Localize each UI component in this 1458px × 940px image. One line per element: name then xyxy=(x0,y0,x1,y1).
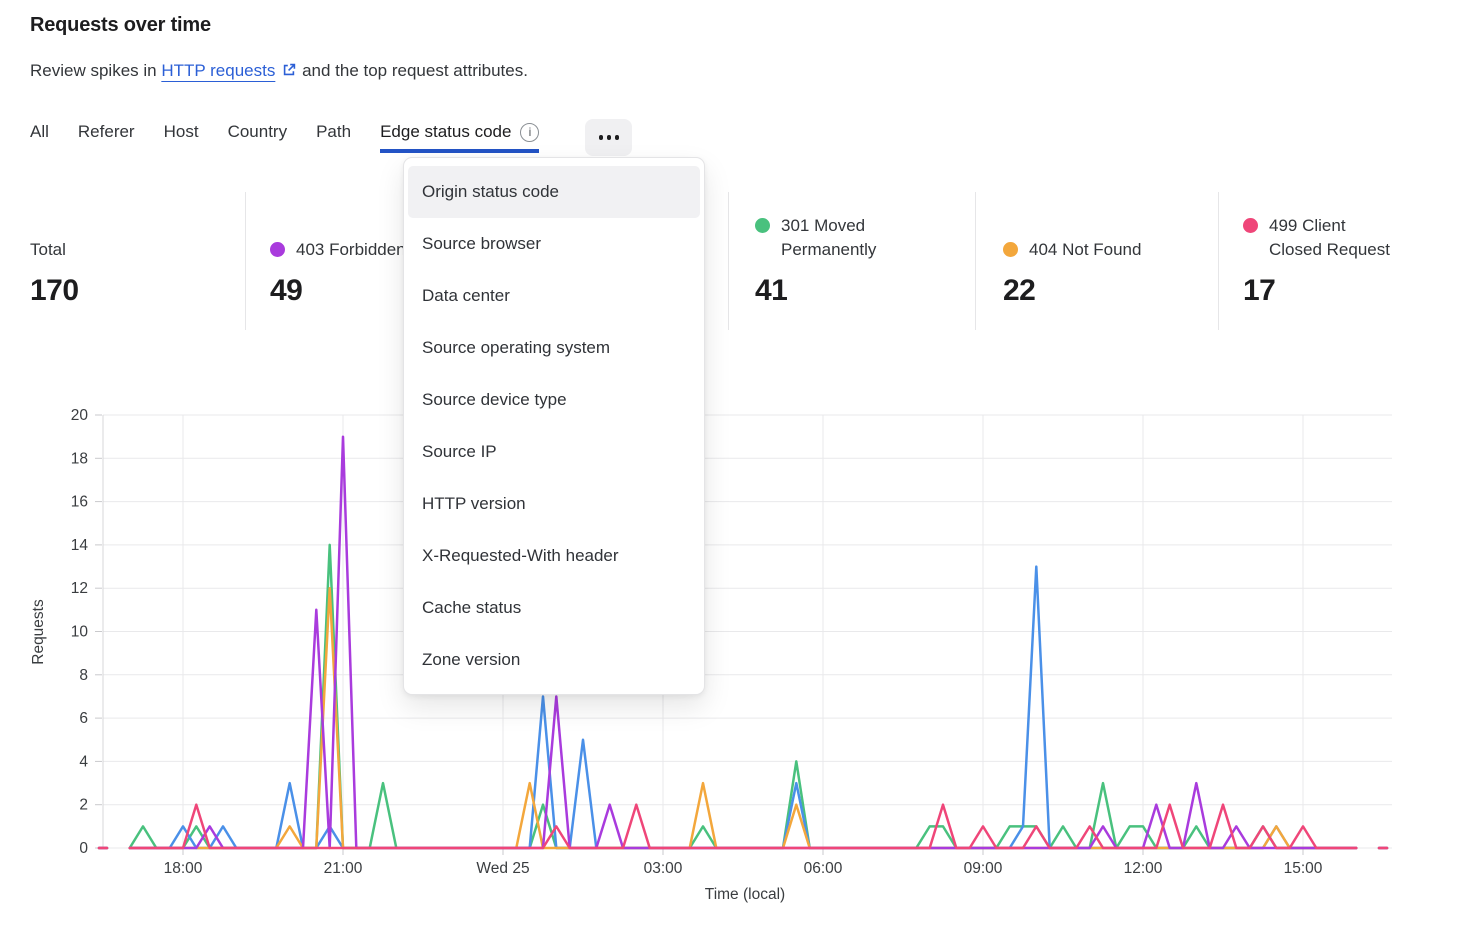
requests-chart: 0 2 4 6 8 10 12 14 16 18 20 18:00 21:00 Wed 25 03:00 06… xyxy=(30,407,1392,903)
y-tick-label: 12 xyxy=(71,580,88,597)
menu-item[interactable]: Origin status code xyxy=(408,166,700,218)
stat-value: 17 xyxy=(1243,274,1276,307)
stat-404-not-found: 404 Not Found 22 xyxy=(1003,190,1213,308)
x-tick-label: Wed 25 xyxy=(476,860,529,877)
stats-divider xyxy=(1218,192,1219,330)
series-color-dot xyxy=(755,218,770,233)
stat-499-client-closed-request: 499 Client Closed Request 17 xyxy=(1243,190,1453,308)
y-tick-label: 18 xyxy=(71,450,88,467)
x-tick-label: 21:00 xyxy=(324,860,363,877)
x-tick-label: 09:00 xyxy=(964,860,1003,877)
x-tick-label: 03:00 xyxy=(644,860,683,877)
stats-divider xyxy=(245,192,246,330)
stat-value: 41 xyxy=(755,274,788,307)
y-tick-label: 10 xyxy=(71,624,89,641)
info-icon-glyph: i xyxy=(528,125,532,139)
tab-path[interactable]: Path xyxy=(316,122,352,141)
stat-403-forbidden: 403 Forbidden 49 xyxy=(270,190,480,308)
more-tabs-button[interactable] xyxy=(585,119,633,156)
stat-total: Total 170 xyxy=(30,190,240,308)
y-tick-label: 6 xyxy=(79,710,88,727)
stat-label: Total xyxy=(30,240,66,259)
y-tick-label: 14 xyxy=(71,537,89,554)
stat-301-moved-permanently: 301 Moved Permanently 41 xyxy=(755,190,965,308)
stat-value: 170 xyxy=(30,274,79,307)
http-requests-link[interactable]: HTTP requests xyxy=(161,61,297,80)
series-color-dot xyxy=(1243,218,1258,233)
series-line-301-moved-permanently xyxy=(128,543,1358,850)
info-icon[interactable]: i xyxy=(520,122,540,142)
x-tick-label: 18:00 xyxy=(164,860,203,877)
series-line-403-forbidden xyxy=(128,435,1358,850)
x-tick-label: 12:00 xyxy=(1124,860,1163,877)
y-tick-label: 20 xyxy=(71,407,89,424)
subtitle: Review spikes in HTTP requests and the t… xyxy=(30,61,528,81)
menu-item[interactable]: Source browser xyxy=(422,234,542,253)
tab-host[interactable]: Host xyxy=(163,122,199,141)
stat-label: 404 Not Found xyxy=(1029,240,1142,259)
stat-value: 49 xyxy=(270,274,303,307)
tab-referer[interactable]: Referer xyxy=(77,122,135,141)
series-color-dot xyxy=(270,242,285,257)
y-tick-label: 0 xyxy=(79,840,88,857)
series-color-dot xyxy=(1003,242,1018,257)
menu-item[interactable]: Data center xyxy=(422,286,510,305)
y-tick-label: 16 xyxy=(71,494,88,511)
menu-item[interactable]: X-Requested-With header xyxy=(422,546,619,565)
subtitle-prefix: Review spikes in xyxy=(30,61,162,80)
stats-divider xyxy=(728,192,729,330)
tab-country[interactable]: Country xyxy=(227,122,288,141)
stats-divider xyxy=(975,192,976,330)
series-line-unlabeled xyxy=(128,565,1358,850)
ellipsis-icon xyxy=(598,135,620,140)
tabs-bar: All Referer Host Country Path Edge statu… xyxy=(30,119,633,156)
active-tab-label: Edge status code xyxy=(380,122,512,141)
menu-item[interactable]: Cache status xyxy=(422,598,522,617)
menu-item[interactable]: Zone version xyxy=(422,650,521,669)
series-line-499-client-closed-request xyxy=(128,803,1358,850)
x-axis-title: Time (local) xyxy=(705,886,785,903)
menu-item[interactable]: Source device type xyxy=(422,390,567,409)
menu-item[interactable]: HTTP version xyxy=(422,494,526,513)
y-tick-label: 2 xyxy=(79,797,88,814)
y-axis-title: Requests xyxy=(30,599,47,665)
y-tick-label: 4 xyxy=(79,753,88,770)
y-tick-label: 8 xyxy=(79,667,88,684)
link-text: HTTP requests xyxy=(161,61,276,80)
stat-value: 22 xyxy=(1003,274,1036,307)
stat-label: 403 Forbidden xyxy=(296,240,406,259)
tab-all[interactable]: All xyxy=(30,122,49,141)
subtitle-suffix: and the top request attributes. xyxy=(297,61,528,80)
menu-item[interactable]: Source IP xyxy=(422,442,497,461)
external-link-icon xyxy=(284,63,296,76)
x-tick-label: 06:00 xyxy=(804,860,843,877)
x-tick-label: 15:00 xyxy=(1284,860,1323,877)
stat-label: 301 Moved Permanently xyxy=(781,216,877,259)
tab-edge-status-code[interactable]: Edge status code i xyxy=(380,122,540,153)
attribute-menu: Origin status code Source browser Data cen… xyxy=(403,157,705,695)
menu-item[interactable]: Source operating system xyxy=(422,338,611,357)
page-title: Requests over time xyxy=(30,14,211,36)
stat-label: 499 Client Closed Request xyxy=(1269,216,1390,259)
